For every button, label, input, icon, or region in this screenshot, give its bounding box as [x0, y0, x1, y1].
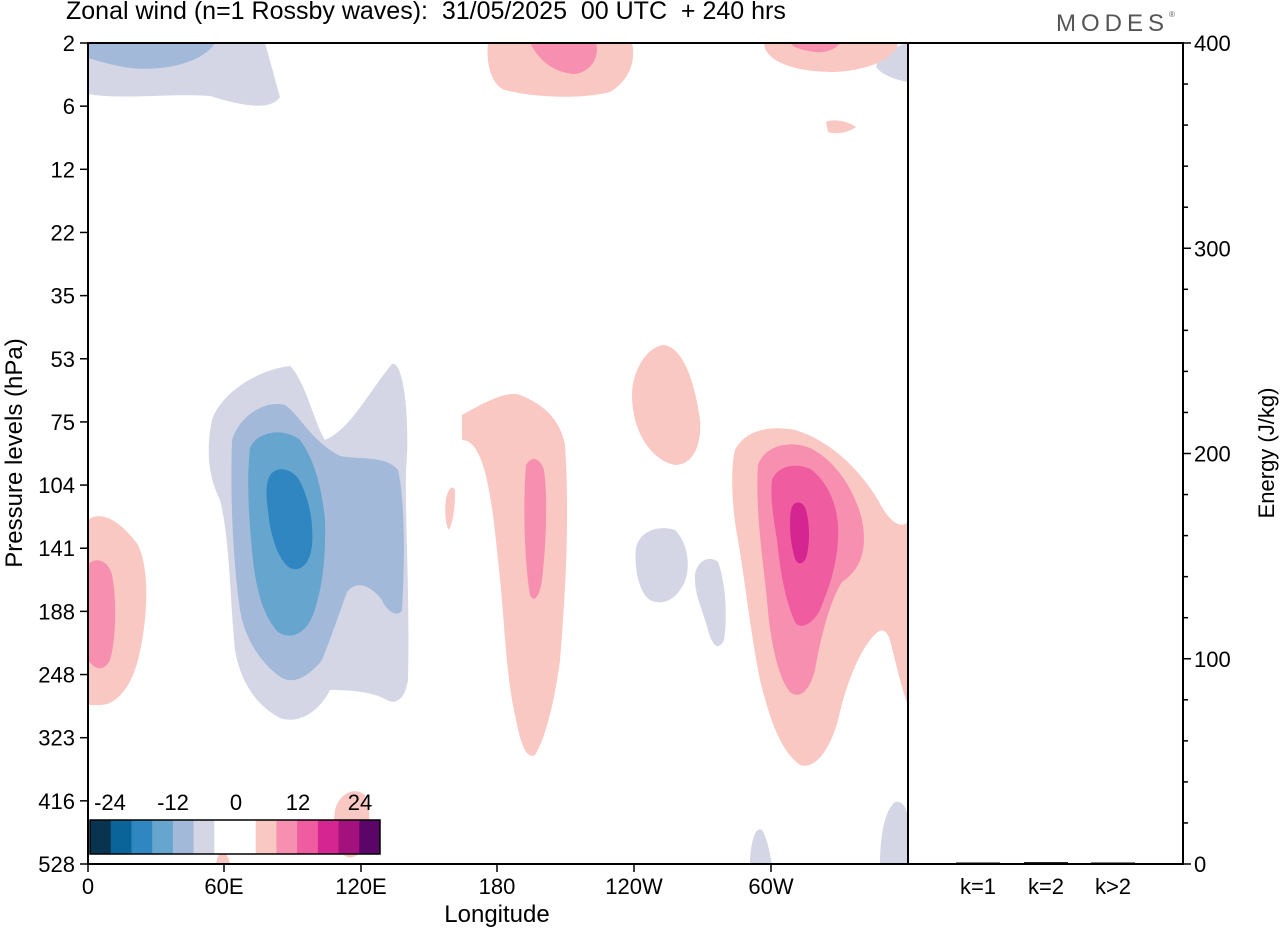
y-tick-label-75: 75: [51, 410, 75, 435]
colorbar-label-2: -12: [157, 790, 189, 815]
colorbar-label-5: 24: [348, 790, 372, 815]
brand-logo: MODES®: [1056, 10, 1175, 38]
x-tick-label-60E: 60E: [204, 874, 243, 899]
x-tick-label-120E: 120E: [335, 874, 386, 899]
colorbar-swatch-1: [90, 820, 112, 854]
chart-title: Zonal wind (n=1 Rossby waves): 31/05/202…: [66, 0, 786, 25]
colorbar-swatch-13: [338, 820, 360, 854]
contour-region-18: [524, 458, 547, 599]
energy-panel-frame: [907, 42, 1184, 865]
energy-category-label-k=1: k=1: [960, 874, 996, 899]
colorbar-swatch-12: [317, 820, 340, 854]
y-tick-label-248: 248: [38, 663, 75, 688]
brand-registered-mark: ®: [1169, 10, 1175, 19]
contour-region-13: [635, 528, 688, 603]
contour-field: [88, 43, 908, 864]
colorbar-swatch-8: [235, 820, 257, 854]
contour-region-8: [826, 120, 856, 134]
y-tick-label-528: 528: [38, 852, 75, 877]
y-tick-label-22: 22: [51, 220, 75, 245]
x-tick-label-120W: 120W: [605, 874, 663, 899]
pressure-axis: 2 6 12 22 35 53 75 104 141 188 248 323 416 528: [38, 31, 88, 877]
colorbar-label-4: 12: [286, 790, 310, 815]
contour-region-17: [462, 394, 568, 756]
contour-region-27: [750, 829, 772, 864]
energy-category-label-k>2: k>2: [1095, 874, 1131, 899]
energy-tick-label-300: 300: [1194, 236, 1231, 261]
colorbar-swatch-3: [131, 820, 153, 854]
y-tick-label-141: 141: [38, 536, 75, 561]
x-tick-label-180: 180: [479, 874, 516, 899]
y-tick-label-188: 188: [38, 599, 75, 624]
contour-region-19: [445, 487, 456, 530]
energy-bar-k=1: [956, 862, 1000, 864]
energy-bar-k=2: [1024, 862, 1068, 864]
colorbar-swatch-4: [152, 820, 174, 854]
contour-region-16: [88, 560, 116, 669]
colorbar-label-3: 0: [230, 790, 242, 815]
contour-region-12: [266, 469, 313, 570]
colorbar-frame: [89, 819, 381, 855]
contour-region-28: [880, 801, 908, 864]
contour-region-26: [216, 852, 230, 864]
colorbar-swatch-2: [110, 820, 132, 854]
colorbar-swatch-10: [276, 820, 298, 854]
y-tick-label-6: 6: [63, 94, 75, 119]
contour-region-6: [764, 43, 898, 72]
y-tick-label-323: 323: [38, 726, 75, 751]
contour-region-5: [530, 43, 597, 74]
y-tick-label-416: 416: [38, 789, 75, 814]
contour-region-2: [88, 43, 215, 69]
y-tick-label-104: 104: [38, 473, 75, 498]
colorbar-swatch-5: [172, 820, 195, 854]
y-tick-label-2: 2: [63, 31, 75, 56]
x-tick-label-0: 0: [82, 874, 94, 899]
longitude-axis: 0 60E 120E 180 120W 60W: [82, 864, 794, 899]
colorbar-swatch-7: [214, 820, 236, 854]
energy-tick-label-200: 200: [1194, 442, 1231, 467]
energy-bar-k>2: [1091, 862, 1135, 864]
contour-region-14: [694, 558, 726, 647]
contour-region-7: [790, 43, 840, 53]
energy-bar-chart: 0 100 200 300 400 k=1 k=2 k>2: [956, 31, 1231, 899]
energy-tick-label-100: 100: [1194, 647, 1231, 672]
colorbar-swatch-9: [255, 820, 277, 854]
colorbar-label-1: -24: [94, 790, 126, 815]
energy-axis-label: Energy (J/kg): [1254, 388, 1279, 519]
brand-text: MODES: [1056, 10, 1170, 37]
x-tick-label-60W: 60W: [748, 874, 793, 899]
colorbar-swatch-14: [359, 820, 381, 854]
energy-category-label-k=2: k=2: [1028, 874, 1064, 899]
y-tick-label-12: 12: [51, 157, 75, 182]
contour-region-20: [632, 345, 701, 465]
energy-tick-label-400: 400: [1194, 31, 1231, 56]
energy-tick-label-0: 0: [1194, 852, 1206, 877]
y-axis-label: Pressure levels (hPa): [1, 338, 28, 567]
colorbar-swatch-11: [297, 820, 319, 854]
colorbar-swatch-6: [193, 820, 215, 854]
y-tick-label-53: 53: [51, 347, 75, 372]
x-axis-label: Longitude: [444, 901, 549, 928]
contour-region-24: [790, 502, 809, 564]
y-tick-label-35: 35: [51, 284, 75, 309]
contour-region-3: [876, 43, 908, 82]
colorbar: -24 -12 0 12 24: [89, 790, 381, 855]
